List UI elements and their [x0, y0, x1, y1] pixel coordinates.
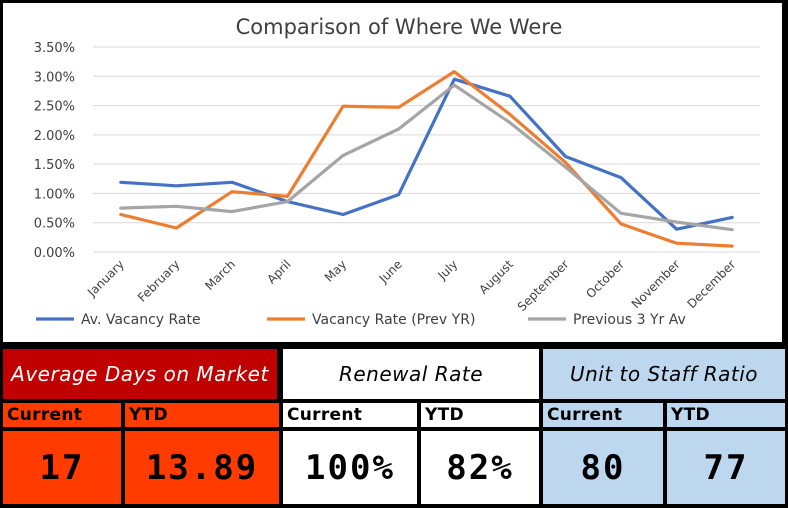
- days-current-value: 17: [3, 431, 121, 504]
- unit-staff-ytd-label: YTD: [667, 403, 785, 427]
- days-on-market-panel: Average Days on Market Current YTD 17 13…: [3, 349, 279, 507]
- unit-staff-title: Unit to Staff Ratio: [543, 349, 785, 399]
- days-ytd-label: YTD: [125, 403, 279, 427]
- unit-staff-current-label: Current: [543, 403, 663, 427]
- renewal-current-value: 100%: [283, 431, 417, 504]
- x-tick-label: January: [84, 257, 127, 300]
- renewal-ytd-label: YTD: [421, 403, 539, 427]
- chart-area: Comparison of Where We Were 0.00% 0.50% 1.0…: [3, 3, 782, 342]
- legend-label: Vacancy Rate (Prev YR): [312, 312, 475, 328]
- series-line-1: [119, 77, 734, 231]
- x-tick-label: October: [583, 257, 627, 301]
- x-tick-label: April: [264, 257, 293, 286]
- renewal-rate-title: Renewal Rate: [283, 349, 539, 399]
- legend-label: Av. Vacancy Rate: [81, 312, 201, 328]
- y-tick-label: 0.00%: [34, 246, 75, 261]
- y-tick-label: 1.00%: [34, 187, 75, 202]
- days-ytd-value: 13.89: [125, 431, 279, 504]
- series-line-3: [119, 83, 734, 232]
- renewal-current-label: Current: [283, 403, 417, 427]
- days-current-label: Current: [3, 403, 121, 427]
- x-tick-label: May: [322, 257, 349, 284]
- y-tick-label: 2.00%: [34, 129, 75, 144]
- x-tick-label: September: [515, 257, 572, 314]
- legend-label: Previous 3 Yr Av: [573, 312, 686, 328]
- x-tick-label: July: [435, 257, 461, 283]
- series-line-2: [119, 69, 734, 248]
- chart-title: Comparison of Where We Were: [236, 15, 563, 39]
- x-tick-label: August: [476, 257, 516, 297]
- y-tick-label: 3.50%: [34, 41, 75, 56]
- y-tick-label: 1.50%: [34, 158, 75, 173]
- x-tick-label: December: [684, 257, 738, 311]
- unit-staff-panel: Unit to Staff Ratio Current YTD 80 77: [543, 349, 785, 507]
- y-tick-label: 3.00%: [34, 70, 75, 85]
- unit-staff-ytd-value: 77: [667, 431, 785, 504]
- renewal-rate-panel: Renewal Rate Current YTD 100% 82%: [283, 349, 539, 507]
- x-tick-label: March: [202, 257, 238, 293]
- x-tick-label: June: [376, 257, 405, 286]
- line-chart: Comparison of Where We Were 0.00% 0.50% 1.0…: [34, 15, 760, 328]
- kpi-row: Average Days on Market Current YTD 17 13…: [3, 349, 787, 507]
- days-on-market-title: Average Days on Market: [3, 349, 277, 399]
- y-tick-label: 2.50%: [34, 100, 75, 115]
- x-tick-label: November: [629, 257, 683, 311]
- x-tick-label: February: [135, 257, 183, 305]
- unit-staff-current-value: 80: [543, 431, 663, 504]
- y-tick-label: 0.50%: [34, 217, 75, 232]
- renewal-ytd-value: 82%: [421, 431, 539, 504]
